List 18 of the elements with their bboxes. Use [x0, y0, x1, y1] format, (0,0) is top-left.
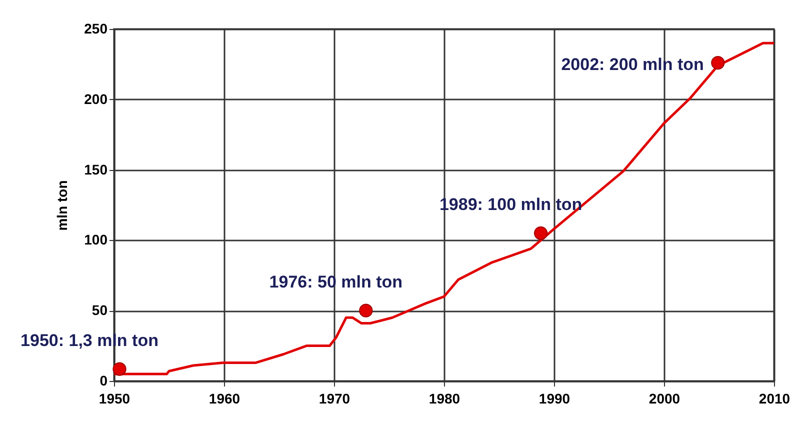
y-tick-label: 100: [84, 232, 108, 248]
y-axis-title: mln ton: [54, 180, 70, 231]
point: [711, 56, 725, 70]
x-tick-label: 1950: [98, 390, 130, 406]
x-tick-label: 1990: [538, 390, 570, 406]
point: [534, 226, 548, 240]
point: [112, 362, 126, 376]
y-tick-label: 250: [84, 20, 108, 36]
y-tick-label: 150: [84, 161, 108, 178]
x-tick-label: 1960: [208, 390, 240, 406]
y-tick-label: 200: [84, 90, 108, 107]
x-tick-label: 2000: [648, 390, 680, 406]
x-tick-label: 2010: [758, 390, 790, 406]
x-tick-label: 1980: [428, 390, 460, 406]
y-tick-label: 50: [92, 302, 108, 318]
x-tick-label: 1970: [318, 390, 350, 406]
point: [359, 304, 373, 318]
y-tick-label: 0: [100, 372, 108, 388]
